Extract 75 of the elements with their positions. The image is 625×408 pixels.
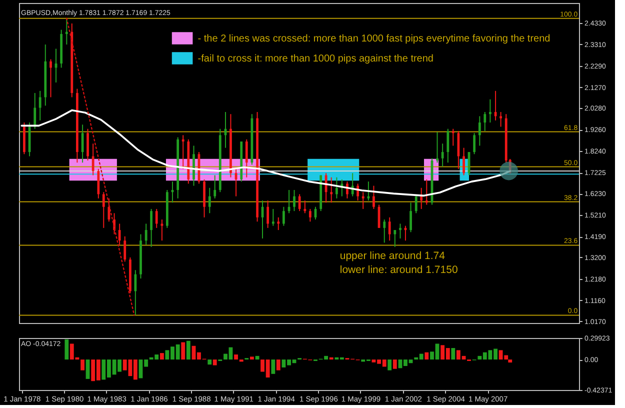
bar (250, 356, 254, 360)
bar (64, 339, 69, 360)
candlestick (336, 176, 338, 199)
candlestick (462, 147, 465, 176)
candlestick (245, 138, 248, 178)
candlestick (298, 194, 301, 212)
candlestick (65, 18, 68, 46)
bar (388, 360, 392, 370)
bar (234, 354, 238, 360)
bar (212, 360, 217, 366)
bar (424, 352, 429, 360)
candlestick (86, 128, 89, 161)
candlestick (388, 216, 391, 242)
candlestick (108, 198, 110, 222)
bar (508, 360, 512, 363)
legend-label: -fail to cross it: more than 1000 pips against the trend (198, 53, 434, 64)
bar (255, 356, 260, 360)
bar (451, 348, 456, 360)
candlestick (118, 223, 121, 246)
annotation: upper line around 1.74 (340, 250, 446, 262)
candlestick (441, 143, 444, 168)
candlestick (362, 192, 364, 210)
candlestick (124, 236, 126, 262)
candlestick (399, 223, 402, 239)
bar (86, 360, 90, 379)
candlestick (394, 230, 396, 248)
candlestick (436, 132, 438, 164)
candlestick (97, 168, 100, 199)
candlestick (293, 189, 296, 212)
candlestick (134, 270, 137, 316)
candlestick (150, 208, 152, 248)
bar (160, 353, 164, 360)
candlestick (410, 202, 412, 233)
candlestick (50, 58, 52, 98)
candlestick (330, 176, 333, 204)
candlestick (102, 192, 105, 228)
candlestick (144, 223, 148, 246)
candlestick (92, 143, 94, 176)
bar (186, 340, 190, 360)
bar (392, 360, 397, 369)
candlestick (425, 178, 428, 206)
candlestick (272, 208, 274, 226)
annotation: lower line: around 1.7150 (340, 264, 458, 276)
bar (208, 360, 212, 365)
candlestick (488, 98, 492, 124)
candlestick (420, 187, 423, 210)
candlestick (208, 187, 211, 214)
candlestick (182, 134, 184, 170)
legend-label: - the 2 lines was crossed: more than 1000 fast pips everytime favoring the trend (198, 33, 550, 44)
candlestick (383, 218, 386, 244)
bar (271, 360, 276, 374)
candlestick (304, 200, 306, 214)
bar (80, 360, 84, 370)
candlestick (277, 216, 280, 231)
bar (329, 357, 334, 360)
bar (276, 360, 280, 370)
candlestick (282, 206, 285, 226)
candlestick (214, 174, 216, 199)
candlestick (484, 111, 486, 132)
candlestick (500, 111, 502, 128)
candlestick (266, 200, 270, 228)
candlestick (473, 132, 476, 155)
candlestick (38, 90, 42, 121)
candlestick (372, 185, 375, 210)
candlestick (160, 218, 164, 242)
candlestick (34, 92, 36, 130)
candlestick (446, 128, 450, 164)
candlestick (308, 208, 312, 222)
candlestick (452, 128, 454, 146)
candlestick (155, 208, 158, 228)
candlestick (324, 172, 328, 204)
candlestick (457, 130, 460, 170)
bar (181, 342, 186, 360)
candlestick (414, 196, 418, 214)
candlestick (478, 116, 481, 146)
